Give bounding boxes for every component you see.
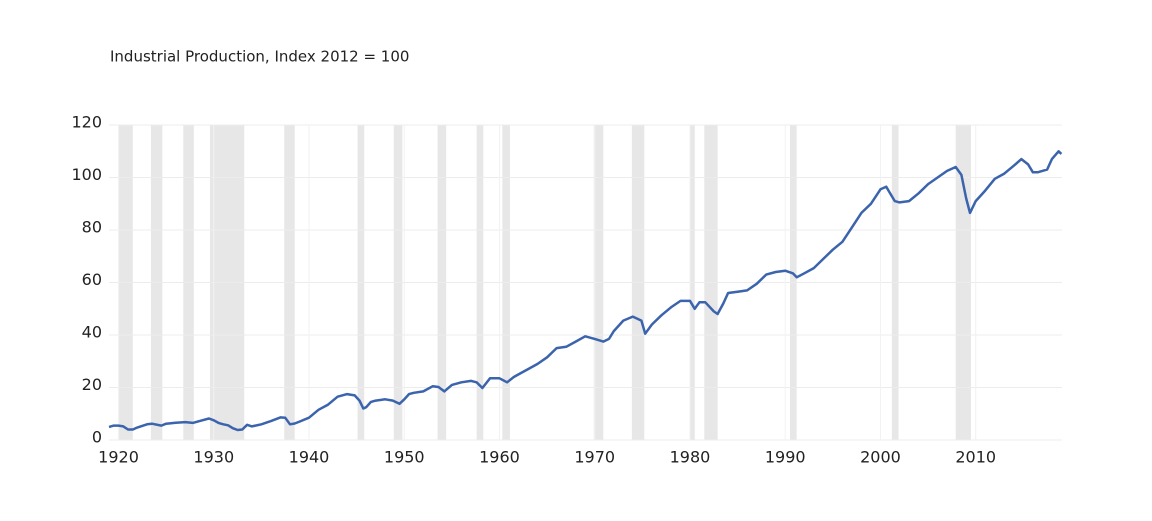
y-tick-label: 40: [82, 323, 102, 342]
y-tick-label: 0: [92, 428, 102, 447]
y-tick-label: 120: [71, 113, 102, 132]
y-tick-label: 20: [82, 375, 102, 394]
x-tick-label: 1940: [289, 448, 330, 467]
x-tick-label: 1920: [98, 448, 139, 467]
chart-title: Industrial Production, Index 2012 = 100: [110, 48, 409, 66]
data-line: [108, 150, 1063, 432]
x-tick-label: 1990: [765, 448, 806, 467]
y-tick-label: 80: [82, 218, 102, 237]
x-tick-label: 2010: [955, 448, 996, 467]
x-tick-label: 2000: [860, 448, 901, 467]
y-tick-label: 100: [71, 165, 102, 184]
x-tick-label: 1950: [384, 448, 425, 467]
x-tick-label: 1960: [479, 448, 520, 467]
x-tick-label: 1930: [193, 448, 234, 467]
y-tick-label: 60: [82, 270, 102, 289]
x-tick-label: 1970: [574, 448, 615, 467]
x-tick-label: 1980: [670, 448, 711, 467]
